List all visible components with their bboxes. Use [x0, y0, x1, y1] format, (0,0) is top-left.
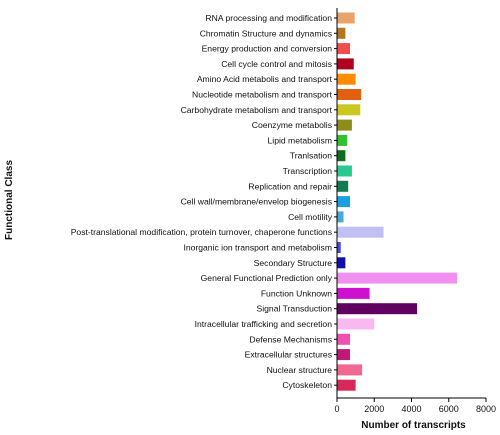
bar: [337, 150, 346, 162]
bar: [337, 333, 351, 345]
bar: [337, 226, 384, 238]
bar: [337, 379, 356, 391]
x-tick-label: 4000: [401, 404, 421, 414]
category-label: Replication and repair: [248, 181, 332, 191]
category-labels-group: RNA processing and modification Chromatin…: [71, 13, 337, 390]
bar: [337, 134, 348, 146]
bar: [337, 12, 355, 24]
category-label: Tranlsation: [290, 151, 332, 161]
category-label: Intracellular trafficking and secretion: [195, 319, 333, 329]
category-label: Energy production and conversion: [202, 44, 333, 54]
bar: [337, 73, 356, 85]
category-label: Transcription: [283, 166, 333, 176]
bar: [337, 180, 349, 192]
bar: [337, 211, 344, 223]
bar: [337, 257, 346, 269]
y-axis-title: Functional Class: [4, 160, 15, 240]
bar: [337, 303, 418, 315]
bar: [337, 242, 341, 253]
x-tick-label: 6000: [439, 404, 459, 414]
bar: [337, 89, 362, 100]
category-label: Cell cycle control and mitosis: [221, 59, 332, 69]
bar: [337, 196, 351, 208]
bar: [337, 119, 352, 131]
bar: [337, 287, 370, 299]
category-label: Cell wall/membrane/envelop biogenesis: [181, 197, 332, 207]
category-label: Cell motility: [288, 212, 333, 222]
category-label: Nucleotide metabolism and transport: [192, 90, 333, 100]
bars-group: [337, 12, 458, 391]
bar: [337, 58, 354, 70]
bar: [337, 364, 363, 376]
category-label: Defense Mechanisms: [249, 334, 332, 344]
category-label: Post-translational modification, protein…: [71, 227, 332, 237]
category-label: Lipid metabolism: [268, 135, 332, 145]
x-tick-label: 0: [334, 404, 339, 414]
bar: [337, 318, 375, 330]
bar: [337, 349, 351, 361]
bar: [337, 104, 361, 116]
category-label: General Functional Prediction only: [201, 273, 333, 283]
category-label: Cytoskeleton: [282, 380, 332, 390]
x-axis-title: Number of transcripts: [361, 420, 466, 431]
category-label: Coenzyme metabolis: [252, 120, 332, 130]
category-label: Extracellular structures: [245, 350, 332, 360]
x-ticks-group: 0 2000 4000 6000 8000: [334, 398, 496, 414]
category-label: Signal Transduction: [257, 304, 333, 314]
bar: [337, 272, 458, 284]
bar: [337, 43, 351, 55]
x-tick-label: 2000: [364, 404, 384, 414]
bar: [337, 165, 352, 177]
category-label: Function Unknown: [261, 288, 332, 298]
category-label: Chromatin Structure and dynamics: [200, 28, 332, 38]
category-label: RNA processing and modification: [205, 13, 332, 23]
bar: [337, 27, 346, 39]
category-label: Carbohydrate metabolism and transport: [181, 105, 333, 115]
category-label: Secondary Structure: [254, 258, 333, 268]
category-label: Amino Acid metabolis and transport: [197, 74, 333, 84]
category-label: Inorganic ion transport and metabolism: [183, 243, 332, 253]
category-label: Nuclear structure: [267, 365, 333, 375]
x-tick-label: 8000: [476, 404, 496, 414]
